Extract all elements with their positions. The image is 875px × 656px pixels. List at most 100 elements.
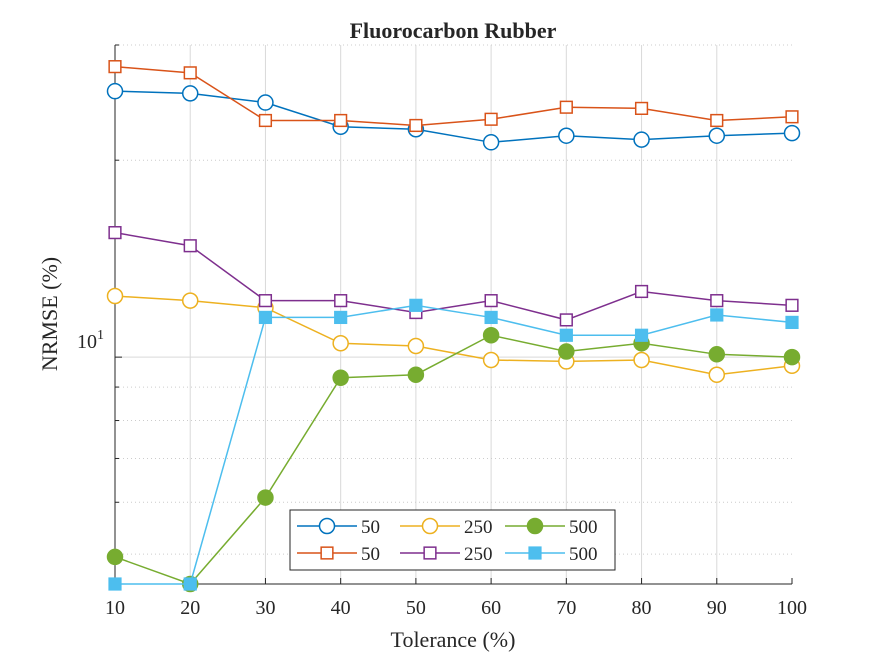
data-point [708,366,726,383]
data-point [710,294,724,308]
x-tick-label: 30 [255,597,275,619]
data-point [334,113,348,128]
plot-area [115,45,792,584]
y-axis-label: NRMSE (%) [37,257,62,371]
x-tick-label: 20 [180,597,200,619]
data-point [108,60,122,74]
data-point [484,112,498,126]
series-5 [108,298,799,591]
legend-item: 250 [400,544,493,565]
data-point [482,327,500,344]
data-point [634,328,649,342]
data-point [633,131,650,148]
series-3 [108,226,799,327]
data-point [181,292,199,309]
data-point [407,337,425,355]
y-tick-label: 101 [77,328,104,353]
series-line [114,65,793,127]
legend-label: 250 [464,517,493,538]
legend-item: 500 [505,544,598,565]
data-point [559,313,573,327]
legend-label: 500 [569,544,598,565]
series-layer [106,60,801,593]
series-line [114,231,793,321]
data-point [320,546,334,560]
legend-label: 50 [361,544,380,565]
data-point [183,577,197,591]
data-point [409,298,423,312]
data-point [558,343,575,360]
data-point [108,577,122,591]
data-point [183,66,197,80]
x-tick-label: 90 [707,597,727,619]
data-point [108,226,122,240]
chart-title: Fluorocarbon Rubber [350,18,557,43]
data-point [484,310,498,325]
legend: 50 50 250 250 500 500 [289,509,616,571]
data-point [421,517,439,535]
x-tick-label: 40 [331,597,351,619]
data-point [526,517,544,535]
data-point [633,351,650,369]
data-point [785,315,799,330]
legend-label: 50 [361,517,380,538]
x-tick-label: 100 [777,597,807,619]
data-point [181,85,199,102]
data-point [318,517,336,535]
data-point [558,127,575,144]
series-0 [106,82,801,151]
legend-item: 500 [505,517,598,538]
x-ticks: 10 20 30 40 50 60 70 80 90 100 [105,578,807,619]
legend-label: 250 [464,544,493,565]
data-point [785,110,799,124]
legend-label: 500 [569,517,598,538]
data-point [708,127,726,144]
data-point [634,101,649,115]
x-tick-label: 80 [632,597,652,619]
data-point [423,546,437,560]
data-point [710,113,724,128]
data-point [634,284,649,299]
data-point [258,310,273,325]
series-line [115,304,793,585]
data-point [257,489,274,506]
axes [114,44,792,585]
data-point [559,328,573,342]
data-point [106,287,124,305]
series-1 [108,60,799,133]
data-point [183,239,197,253]
x-tick-label: 10 [105,597,125,619]
data-point [783,348,801,366]
data-point [710,308,724,322]
data-point [409,118,423,133]
data-point [783,124,801,142]
x-tick-label: 70 [556,597,576,619]
data-point [559,100,573,114]
data-point [482,351,500,369]
data-point [484,294,498,308]
data-point [332,369,349,387]
series-line [114,295,793,376]
legend-item: 50 [297,544,380,565]
data-point [258,294,273,308]
legend-item: 250 [400,517,493,538]
data-point [106,82,124,100]
data-point [334,310,348,325]
data-point [407,366,425,383]
data-point [528,546,542,560]
legend-box [289,509,616,571]
x-axis-label: Tolerance (%) [391,627,516,652]
series-line [114,334,793,585]
x-tick-label: 60 [481,597,501,619]
data-point [708,346,726,363]
data-point [482,134,500,151]
series-line [114,90,793,144]
data-point [257,94,274,111]
data-point [258,113,273,128]
data-point [332,335,349,352]
x-tick-label: 50 [406,597,426,619]
data-point [106,548,124,566]
data-point [785,298,799,312]
y-ticks: 101 [77,328,104,353]
